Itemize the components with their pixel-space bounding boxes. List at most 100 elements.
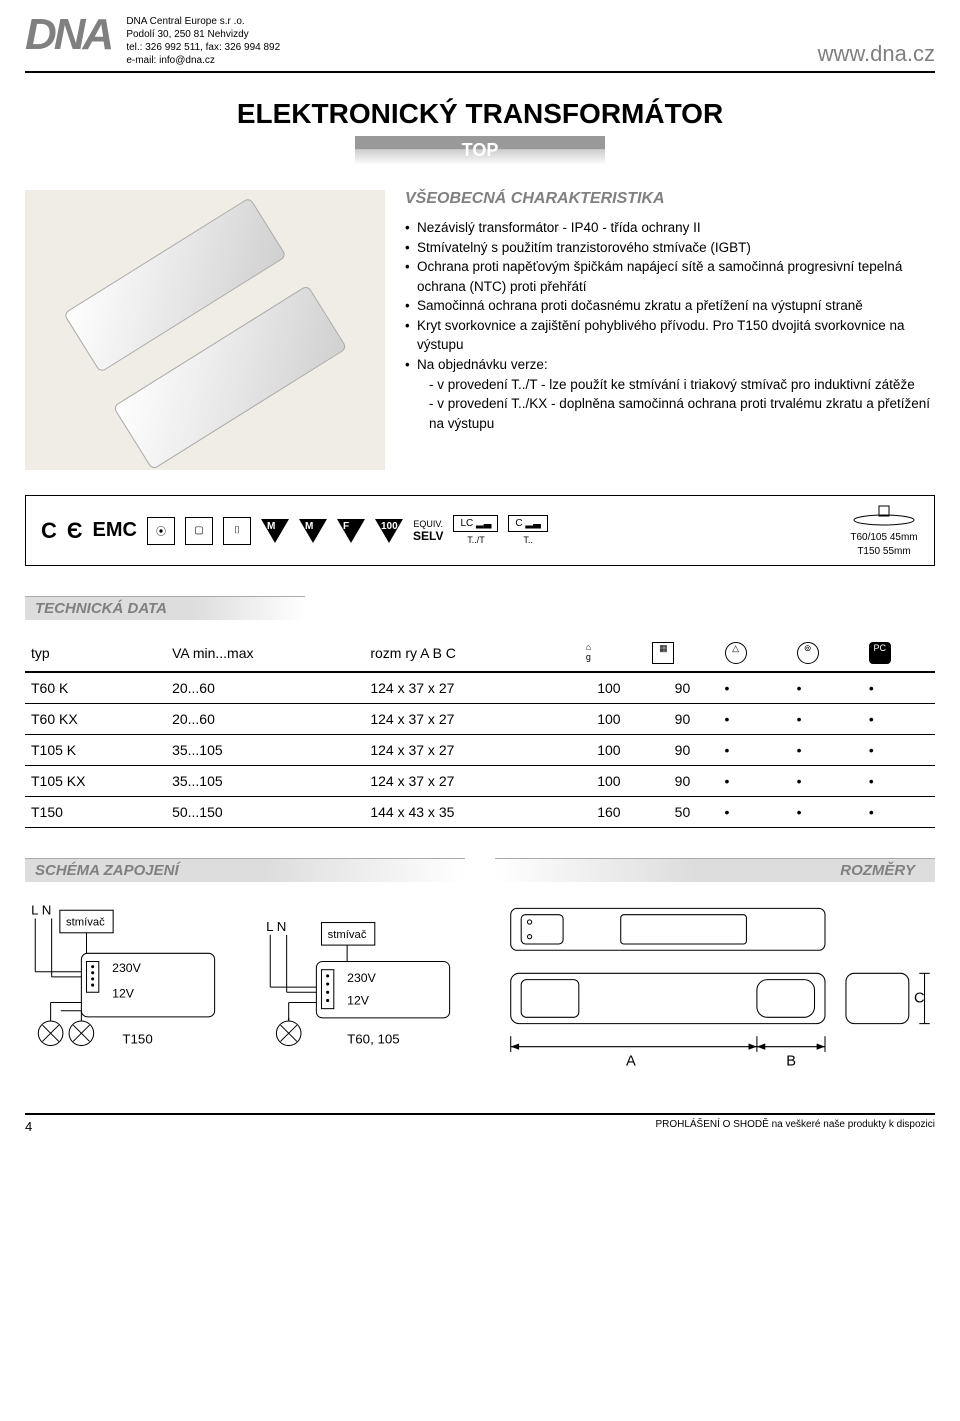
cell-dim: 124 x 37 x 27	[364, 704, 571, 735]
product-image	[25, 190, 385, 470]
mount-label-1: T60/105 45mm	[850, 532, 917, 543]
plug-icon: ⦿	[147, 517, 175, 545]
table-row: T60 K20...60124 x 37 x 2710090•••	[25, 672, 935, 704]
transformer-icon: ⌷	[223, 517, 251, 545]
section-technical-data: TECHNICKÁ DATA	[25, 596, 305, 620]
cell-dim: 124 x 37 x 27	[364, 735, 571, 766]
cell-c: •	[863, 797, 935, 828]
col-qty-icon: ▦	[646, 635, 718, 672]
lc-block: LC ▂▃ T../T	[453, 515, 498, 546]
equiv-label: EQUIV.	[413, 519, 443, 529]
schema-col: SCHÉMA ZAPOJENÍ L N stmívač 230V 1	[25, 858, 465, 1083]
triangle-m-icon: M	[261, 519, 289, 543]
v230-label: 230V	[112, 961, 141, 975]
cell-a: •	[719, 704, 791, 735]
table-row: T105 K35...105124 x 37 x 2710090•••	[25, 735, 935, 766]
content-row: VŠEOBECNÁ CHARAKTERISTIKA Nezávislý tran…	[25, 190, 935, 470]
cell-va: 50...150	[166, 797, 364, 828]
section-schema-title: SCHÉMA ZAPOJENÍ	[25, 858, 465, 882]
char-item: Stmívatelný s použitím tranzistorového s…	[405, 238, 935, 258]
cell-g: 100	[571, 704, 646, 735]
t150-label: T150	[122, 1032, 152, 1047]
cell-a: •	[719, 766, 791, 797]
ln-label: L N	[266, 919, 286, 934]
company-line: DNA Central Europe s.r .o.	[126, 15, 280, 28]
ln-label: L N	[31, 902, 51, 917]
cell-g: 100	[571, 672, 646, 704]
t60-label: T60, 105	[347, 1032, 400, 1047]
char-item: Kryt svorkovnice a zajištění pohyblivého…	[405, 316, 935, 355]
cell-va: 35...105	[166, 766, 364, 797]
cell-c: •	[863, 766, 935, 797]
cell-q: 90	[646, 704, 718, 735]
char-item-text: Na objednávku verze:	[417, 357, 548, 372]
t-label: T..	[523, 535, 533, 545]
characteristics-list: Nezávislý transformátor - IP40 - třída o…	[405, 218, 935, 433]
v12-label: 12V	[347, 994, 370, 1008]
char-item: Nezávislý transformátor - IP40 - třída o…	[405, 218, 935, 238]
cell-g: 100	[571, 766, 646, 797]
dim-c-label: C	[914, 991, 925, 1007]
dimensions-diagram: C A B	[495, 900, 935, 1078]
cell-typ: T150	[25, 797, 166, 828]
schema-t60: L N stmívač 230V 12V T60, 105	[260, 900, 465, 1067]
footer-note: PROHLÁŠENÍ O SHODĚ na veškeré naše produ…	[655, 1119, 935, 1134]
selv-text: SELV	[413, 529, 443, 543]
cell-dim: 124 x 37 x 27	[364, 766, 571, 797]
v12-label: 12V	[112, 986, 135, 1000]
triangle-f-icon: F	[337, 519, 365, 543]
cell-q: 90	[646, 766, 718, 797]
cell-q: 50	[646, 797, 718, 828]
cell-c: •	[863, 672, 935, 704]
dimmer-label: stmívač	[328, 929, 367, 941]
col-typ: typ	[25, 635, 166, 672]
cell-a: •	[719, 672, 791, 704]
dimmer-label: stmívač	[66, 917, 105, 929]
cell-dim: 124 x 37 x 27	[364, 672, 571, 704]
schema-t150: L N stmívač 230V 12V	[25, 900, 230, 1067]
col-g-icon: ⌂g	[571, 635, 646, 672]
triangle-100-icon: 100	[375, 519, 403, 543]
col-dim: rozm ry A B C	[364, 635, 571, 672]
dim-col: ROZMĚRY C	[495, 858, 935, 1083]
website-url: www.dna.cz	[818, 41, 935, 67]
cell-va: 20...60	[166, 672, 364, 704]
cell-typ: T60 KX	[25, 704, 166, 735]
dim-b-label: B	[786, 1054, 796, 1070]
cell-b: •	[791, 735, 863, 766]
cell-a: •	[719, 735, 791, 766]
cell-g: 100	[571, 735, 646, 766]
char-sub-item: - v provedení T../KX - doplněna samočinn…	[417, 394, 935, 433]
cell-g: 160	[571, 797, 646, 828]
ce-mark-icon: Є	[67, 518, 83, 544]
cell-b: •	[791, 766, 863, 797]
cell-typ: T105 KX	[25, 766, 166, 797]
char-item: Ochrana proti napěťovým špičkám napájecí…	[405, 257, 935, 296]
emc-label: EMC	[93, 519, 137, 542]
company-line: e-mail: info@dna.cz	[126, 54, 280, 67]
col-va: VA min...max	[166, 635, 364, 672]
triangle-m-icon: M	[299, 519, 327, 543]
cell-b: •	[791, 797, 863, 828]
class2-icon: ▢	[185, 517, 213, 545]
c-block: C ▂▃ T..	[508, 515, 547, 546]
cell-b: •	[791, 704, 863, 735]
cell-c: •	[863, 704, 935, 735]
cell-dim: 144 x 43 x 35	[364, 797, 571, 828]
company-line: Podolí 30, 250 81 Nehvizdy	[126, 28, 280, 41]
cell-a: •	[719, 797, 791, 828]
characteristics-title: VŠEOBECNÁ CHARAKTERISTIKA	[405, 190, 935, 208]
section-dim-title: ROZMĚRY	[495, 858, 935, 882]
page-title: ELEKTRONICKÝ TRANSFORMÁTOR	[25, 98, 935, 130]
table-row: T105 KX35...105124 x 37 x 2710090•••	[25, 766, 935, 797]
cell-va: 35...105	[166, 735, 364, 766]
page-footer: 4 PROHLÁŠENÍ O SHODĚ na veškeré naše pro…	[25, 1113, 935, 1134]
char-item: Samočinná ochrana proti dočasnému zkratu…	[405, 296, 935, 316]
page-number: 4	[25, 1119, 32, 1134]
ce-mark-icon: C	[41, 518, 57, 544]
logo: DNA	[25, 15, 111, 55]
cell-typ: T105 K	[25, 735, 166, 766]
v230-label: 230V	[347, 971, 376, 985]
mount-label-2: T150 55mm	[857, 546, 910, 557]
table-row: T60 KX20...60124 x 37 x 2710090•••	[25, 704, 935, 735]
